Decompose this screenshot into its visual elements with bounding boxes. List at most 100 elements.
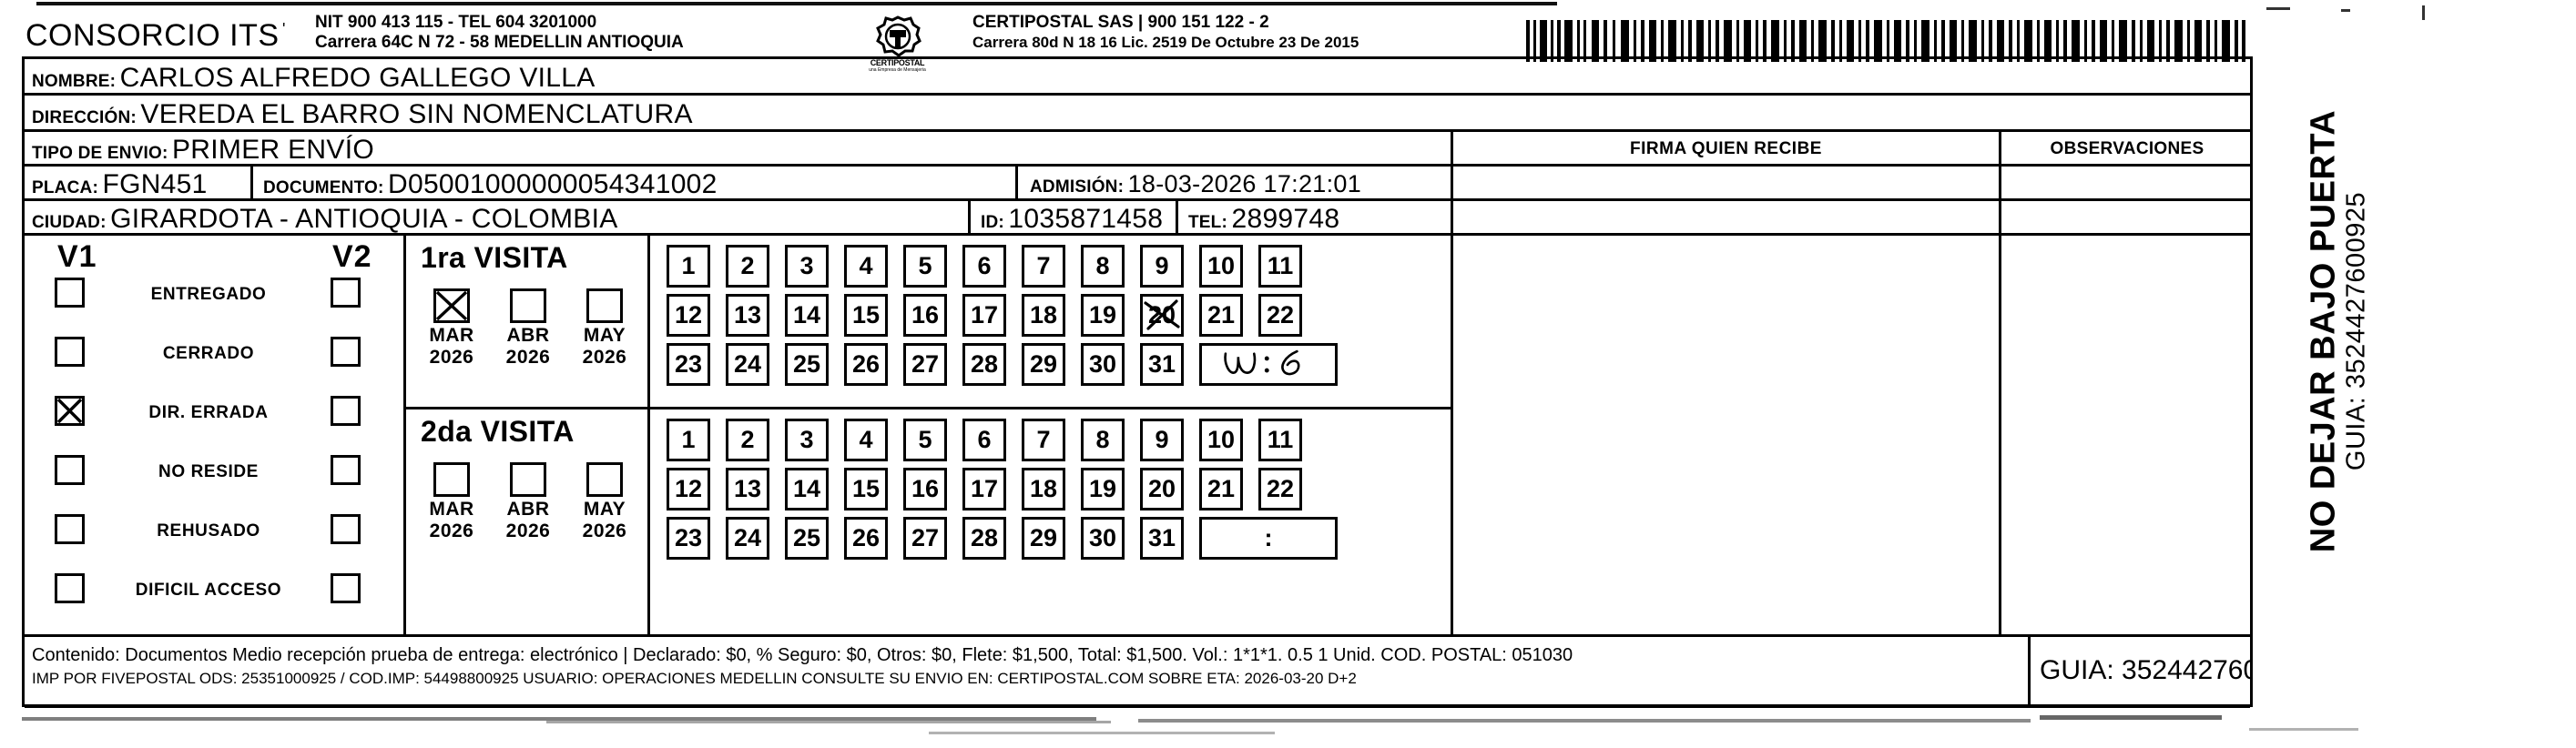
firma-signature-area[interactable] [1453, 167, 1999, 634]
daybox-7[interactable]: 7 [1022, 245, 1065, 288]
daybox-5[interactable]: 5 [903, 245, 947, 288]
daybox-1[interactable]: 1 [667, 245, 710, 288]
checkbox-v2-entregado[interactable] [331, 278, 361, 308]
daybox-10[interactable]: 10 [1199, 245, 1243, 288]
daybox-2[interactable]: 2 [726, 419, 769, 461]
daybox-21[interactable]: 21 [1199, 294, 1243, 337]
daybox-23[interactable]: 23 [667, 517, 710, 560]
daybox-22[interactable]: 22 [1258, 294, 1302, 337]
visita-2-day-row-3: 23 24 25 26 27 28 29 30 31 : [667, 517, 1450, 564]
daybox-24[interactable]: 24 [726, 517, 769, 560]
daybox-9[interactable]: 9 [1140, 419, 1184, 461]
daybox-27[interactable]: 27 [903, 517, 947, 560]
daybox-8[interactable]: 8 [1081, 245, 1125, 288]
daybox-12[interactable]: 12 [667, 294, 710, 337]
daybox-23[interactable]: 23 [667, 343, 710, 386]
daybox-19[interactable]: 19 [1081, 468, 1125, 510]
vertical-notice-panel: NO DEJAR BAJO PUERTA GUIA: 3524427600925 [2256, 56, 2420, 707]
visita-2-time-field[interactable]: : [1199, 517, 1338, 560]
daybox-12[interactable]: 12 [667, 468, 710, 510]
checkbox-v1-entregado[interactable] [55, 278, 85, 308]
daybox-6[interactable]: 6 [962, 419, 1006, 461]
checkbox-visita-1-mar[interactable] [433, 288, 470, 323]
checkbox-visita-2-mar[interactable] [433, 462, 470, 497]
daybox-31[interactable]: 31 [1140, 343, 1184, 386]
checkbox-v1-cerrado[interactable] [55, 337, 85, 367]
daybox-30[interactable]: 30 [1081, 517, 1125, 560]
checkbox-v1-dir-errada[interactable] [55, 396, 85, 426]
daybox-13[interactable]: 13 [726, 468, 769, 510]
daybox-29[interactable]: 29 [1022, 517, 1065, 560]
checkbox-visita-1-abr[interactable] [510, 288, 546, 323]
daybox-27[interactable]: 27 [903, 343, 947, 386]
daybox-2[interactable]: 2 [726, 245, 769, 288]
daybox-17[interactable]: 17 [962, 294, 1006, 337]
no-dejar-bajo-puerta-notice: NO DEJAR BAJO PUERTA [2304, 109, 2343, 553]
daybox-25[interactable]: 25 [785, 343, 829, 386]
column-divider [1999, 167, 2001, 634]
daybox-18[interactable]: 18 [1022, 468, 1065, 510]
daybox-4[interactable]: 4 [844, 245, 888, 288]
daybox-4[interactable]: 4 [844, 419, 888, 461]
checkbox-v2-no-reside[interactable] [331, 455, 361, 485]
month-year: 2026 [505, 521, 551, 541]
daybox-13[interactable]: 13 [726, 294, 769, 337]
daybox-17[interactable]: 17 [962, 468, 1006, 510]
visita-2-month-abr[interactable]: ABR 2026 [494, 462, 563, 542]
daybox-15[interactable]: 15 [844, 294, 888, 337]
daybox-26[interactable]: 26 [844, 517, 888, 560]
daybox-3[interactable]: 3 [785, 419, 829, 461]
visita-1-month-mar[interactable]: MAR 2026 [417, 288, 486, 369]
daybox-16[interactable]: 16 [903, 468, 947, 510]
daybox-21[interactable]: 21 [1199, 468, 1243, 510]
daybox-11[interactable]: 11 [1258, 419, 1302, 461]
checkbox-v2-dir-errada[interactable] [331, 396, 361, 426]
daybox-19[interactable]: 19 [1081, 294, 1125, 337]
checkbox-v1-no-reside[interactable] [55, 455, 85, 485]
daybox-31[interactable]: 31 [1140, 517, 1184, 560]
checkbox-visita-2-may[interactable] [586, 462, 623, 497]
daybox-24[interactable]: 24 [726, 343, 769, 386]
visita-1-month-may[interactable]: MAY 2026 [570, 288, 639, 369]
observaciones-write-area[interactable] [2001, 167, 2253, 634]
daybox-25[interactable]: 25 [785, 517, 829, 560]
checkbox-v2-rehusado[interactable] [331, 514, 361, 544]
column-divider [1176, 201, 1178, 233]
daybox-28[interactable]: 28 [962, 517, 1006, 560]
visita-2-month-mar[interactable]: MAR 2026 [417, 462, 486, 542]
daybox-5[interactable]: 5 [903, 419, 947, 461]
daybox-9[interactable]: 9 [1140, 245, 1184, 288]
daybox-29[interactable]: 29 [1022, 343, 1065, 386]
daybox-6[interactable]: 6 [962, 245, 1006, 288]
daybox-8[interactable]: 8 [1081, 419, 1125, 461]
daybox-20[interactable]: 20 [1140, 468, 1184, 510]
visita-1-time-field[interactable] [1199, 343, 1338, 386]
daybox-22[interactable]: 22 [1258, 468, 1302, 510]
daybox-16[interactable]: 16 [903, 294, 947, 337]
daybox-10[interactable]: 10 [1199, 419, 1243, 461]
daybox-30[interactable]: 30 [1081, 343, 1125, 386]
status-label-dificil-acceso: DIFICIL ACCESO [135, 581, 282, 600]
status-row-dir-errada: DIR. ERRADA [25, 396, 403, 439]
brand-tick-mark: ' [282, 20, 286, 38]
checkbox-v1-dificil-acceso[interactable] [55, 573, 85, 603]
visita-2-month-may[interactable]: MAY 2026 [570, 462, 639, 542]
certipostal-address-block: CERTIPOSTAL SAS | 900 151 122 - 2 Carrer… [972, 13, 1359, 53]
daybox-20-marked[interactable]: 20 [1140, 294, 1184, 337]
daybox-11[interactable]: 11 [1258, 245, 1302, 288]
daybox-18[interactable]: 18 [1022, 294, 1065, 337]
checkbox-v1-rehusado[interactable] [55, 514, 85, 544]
daybox-1[interactable]: 1 [667, 419, 710, 461]
checkbox-visita-2-abr[interactable] [510, 462, 546, 497]
checkbox-visita-1-may[interactable] [586, 288, 623, 323]
checkbox-v2-cerrado[interactable] [331, 337, 361, 367]
daybox-28[interactable]: 28 [962, 343, 1006, 386]
daybox-3[interactable]: 3 [785, 245, 829, 288]
daybox-7[interactable]: 7 [1022, 419, 1065, 461]
daybox-14[interactable]: 14 [785, 294, 829, 337]
daybox-26[interactable]: 26 [844, 343, 888, 386]
daybox-14[interactable]: 14 [785, 468, 829, 510]
daybox-15[interactable]: 15 [844, 468, 888, 510]
visita-1-month-abr[interactable]: ABR 2026 [494, 288, 563, 369]
checkbox-v2-dificil-acceso[interactable] [331, 573, 361, 603]
